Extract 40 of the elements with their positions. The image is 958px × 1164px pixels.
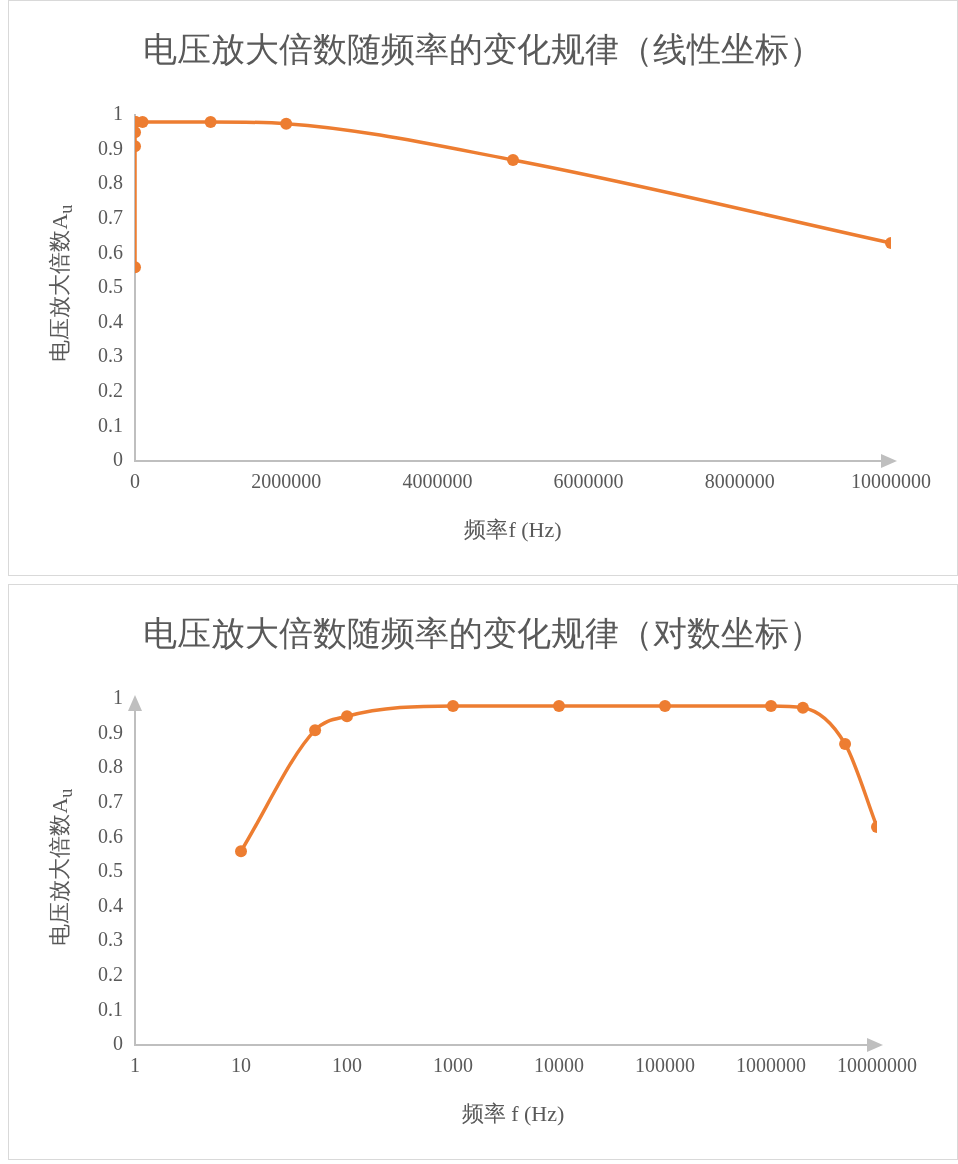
x-tick-label: 4000000	[402, 470, 473, 493]
x-tick-label: 100000	[635, 1054, 695, 1077]
x-tick-label: 100	[332, 1054, 362, 1077]
y-tick-label: 0.5	[98, 859, 123, 882]
y-tick-label: 0.5	[98, 275, 123, 298]
x-tick-label: 10000000	[851, 470, 931, 493]
y-tick-label: 0.3	[98, 344, 123, 367]
x-tick-label: 1	[130, 1054, 140, 1077]
y-tick-label: 0.9	[98, 720, 123, 743]
y-tick-label: 0	[113, 448, 123, 471]
y-tick-label: 0.2	[98, 379, 123, 402]
y-tick-label: 0.1	[98, 997, 123, 1020]
y-tick-label: 0.9	[98, 136, 123, 159]
y-tick-label: 0.8	[98, 171, 123, 194]
y-tick-label: 0.2	[98, 963, 123, 986]
x-axis-title: 频率f (Hz)	[464, 516, 562, 544]
x-tick-label: 10000	[534, 1054, 584, 1077]
x-tick-label: 6000000	[553, 470, 624, 493]
y-tick-label: 0.4	[98, 309, 123, 332]
y-tick-label: 1	[113, 686, 123, 709]
y-tick-label: 0.8	[98, 755, 123, 778]
x-tick-label: 10	[231, 1054, 251, 1077]
y-tick-label: 0.7	[98, 206, 123, 229]
y-tick-label: 0.6	[98, 824, 123, 847]
y-tick-label: 0.1	[98, 413, 123, 436]
x-tick-label: 1000	[433, 1054, 473, 1077]
x-tick-label: 8000000	[704, 470, 775, 493]
x-tick-label: 0	[130, 470, 140, 493]
chart-title: 电压放大倍数随频率的变化规律（对数坐标）	[142, 612, 824, 655]
x-axis-title: 频率 f (Hz)	[461, 1100, 565, 1128]
y-tick-label: 0	[113, 1032, 123, 1055]
x-tick-label: 2000000	[251, 470, 322, 493]
x-tick-label: 1000000	[736, 1054, 806, 1077]
y-tick-label: 1	[113, 102, 123, 125]
y-tick-label: 0.7	[98, 790, 123, 813]
x-tick-label: 10000000	[837, 1054, 917, 1077]
y-tick-label: 0.4	[98, 893, 123, 916]
y-tick-label: 0.6	[98, 240, 123, 263]
y-tick-label: 0.3	[98, 928, 123, 951]
chart-title: 电压放大倍数随频率的变化规律（线性坐标）	[142, 28, 824, 71]
